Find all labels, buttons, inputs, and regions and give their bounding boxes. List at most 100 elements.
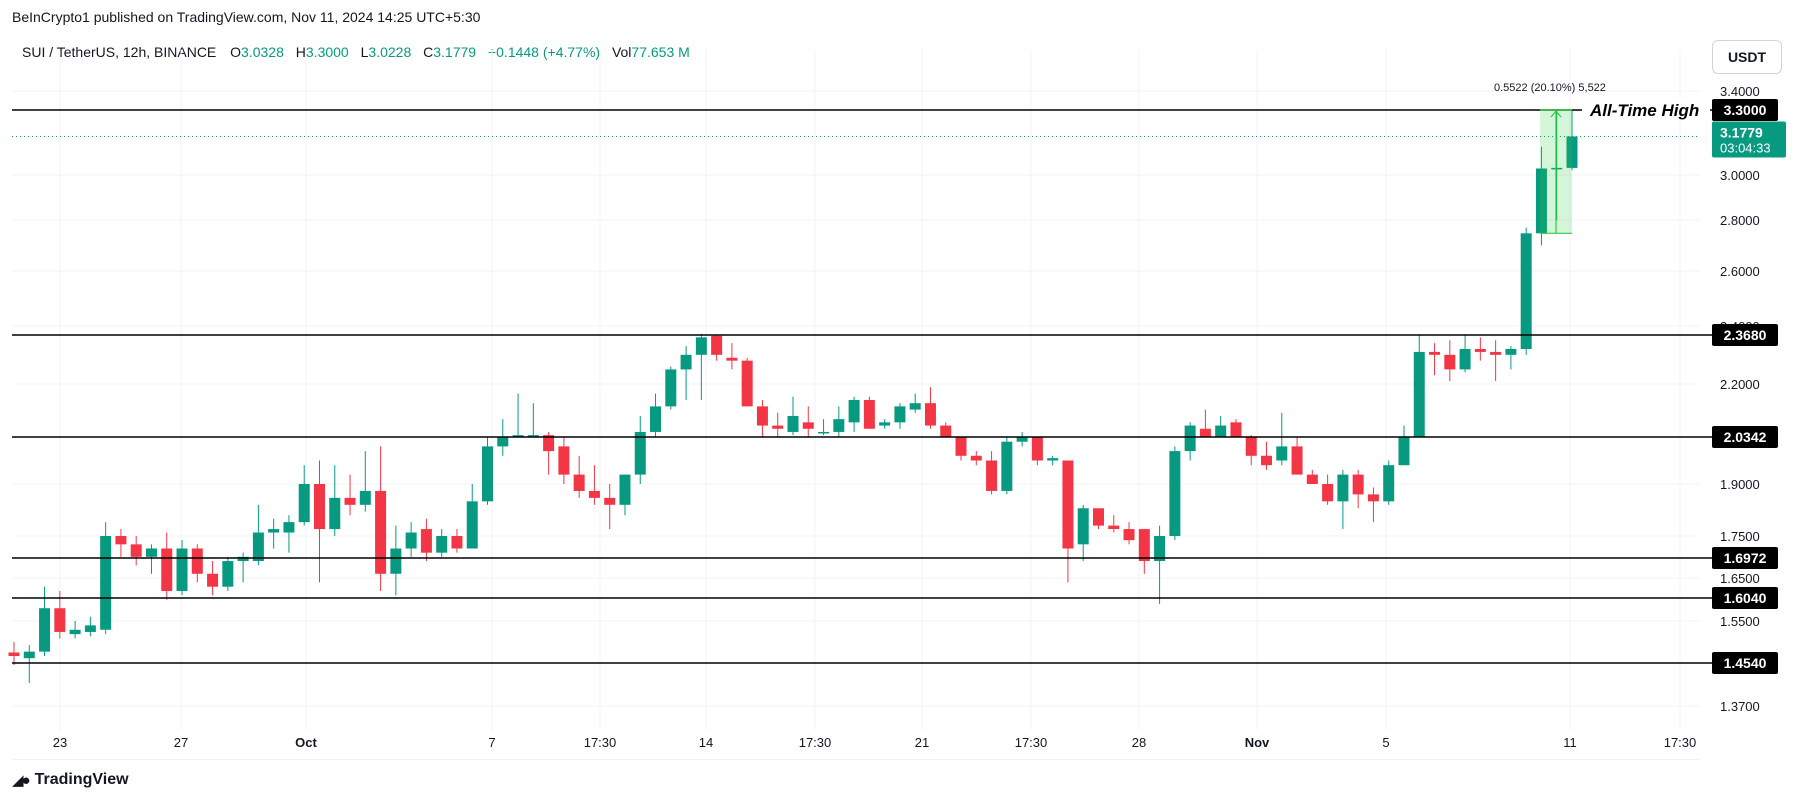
candle-body <box>909 403 921 410</box>
candle-body <box>1199 428 1211 437</box>
level-price-tag <box>1712 547 1778 569</box>
candle-body <box>1306 474 1318 484</box>
candle-body <box>268 529 280 533</box>
candle-body <box>1169 451 1181 536</box>
candle-body <box>986 460 998 491</box>
candle <box>1016 431 1028 447</box>
candle <box>1169 446 1181 541</box>
last-price-countdown: 03:04:33 <box>1720 140 1771 155</box>
x-tick-label: Oct <box>295 735 317 750</box>
candle <box>711 334 723 361</box>
y-tick-label: 1.9000 <box>1720 477 1760 492</box>
candle <box>100 522 112 635</box>
candle-body <box>848 399 860 423</box>
x-tick-label: 11 <box>1563 735 1577 750</box>
candle <box>848 396 860 432</box>
candle-body <box>191 548 203 574</box>
candle-body <box>482 446 494 502</box>
candle <box>741 357 753 407</box>
candle-body <box>894 406 906 423</box>
last-price-tag <box>1712 121 1786 158</box>
candle-body <box>1016 437 1028 442</box>
candle-body <box>420 529 432 553</box>
y-tick-label: 1.6500 <box>1720 571 1760 586</box>
low-value: 3.0228 <box>368 44 412 60</box>
candle-body <box>741 360 753 407</box>
candle <box>1291 437 1303 475</box>
candle <box>1535 146 1547 246</box>
level-price-tag <box>1712 324 1778 346</box>
candle <box>1566 110 1578 171</box>
candle-body <box>298 484 310 523</box>
candle <box>161 532 173 600</box>
candle <box>894 403 906 429</box>
candle <box>115 529 127 557</box>
candle-body <box>8 652 20 656</box>
candle <box>1276 412 1288 466</box>
candle-body <box>375 490 387 574</box>
candle <box>23 645 35 683</box>
candle <box>650 393 662 437</box>
candle <box>833 406 845 437</box>
symbol-name[interactable]: SUI / TetherUS, 12h, BINANCE <box>22 44 217 60</box>
x-tick-label: 28 <box>1132 735 1146 750</box>
x-tick-label: 14 <box>699 735 713 750</box>
candle <box>436 529 448 557</box>
candle <box>909 393 921 413</box>
open-label: O <box>230 44 242 60</box>
candle-body <box>680 354 692 370</box>
currency-button[interactable]: USDT <box>1712 40 1782 74</box>
candle-body <box>237 556 249 562</box>
candle <box>695 333 707 400</box>
candle <box>879 419 891 429</box>
candle-body <box>787 415 799 432</box>
candle <box>1154 525 1166 604</box>
candle <box>726 343 738 370</box>
candles-layer <box>8 110 1578 683</box>
footer-brand: TradingView <box>34 771 129 788</box>
candle <box>772 412 784 437</box>
candle <box>1337 469 1349 530</box>
close-label: C <box>423 44 434 60</box>
candle <box>482 437 494 505</box>
candle-body <box>1077 508 1089 545</box>
measure-label: 0.5522 (20.10%) 5,522 <box>1494 82 1606 94</box>
axis-overlays: 3.3000 2.3680 2.0342 1.6972 1.6040 1.4540 3.17… <box>1712 99 1786 674</box>
price-chart[interactable]: All-Time High 0.5522 (20.10%) 5,522 3.40… <box>0 0 1804 760</box>
candle <box>252 504 264 566</box>
candle <box>207 561 219 596</box>
candle <box>405 522 417 557</box>
candle <box>283 515 295 553</box>
candle <box>8 642 20 666</box>
candle <box>359 451 371 512</box>
x-tick-label: 5 <box>1382 735 1389 750</box>
candle-body <box>711 335 723 355</box>
candle-body <box>207 573 219 587</box>
candle-body <box>69 629 81 635</box>
candle-body <box>1383 465 1395 502</box>
candle-body <box>955 437 967 456</box>
candle <box>756 399 768 437</box>
candle-body <box>833 419 845 432</box>
candle-body <box>924 403 936 426</box>
candle <box>924 387 936 429</box>
candle-body <box>23 651 35 659</box>
candle-body <box>39 608 51 652</box>
candle <box>1077 504 1089 562</box>
candle-body <box>1123 529 1135 541</box>
candle-body <box>756 406 768 426</box>
change-value: +0.1448 (+4.77%) <box>487 44 601 60</box>
y-tick-label: 2.6000 <box>1720 264 1760 279</box>
candle <box>680 346 692 400</box>
candle <box>1047 455 1059 466</box>
candle-body <box>1245 437 1257 456</box>
candle <box>787 396 799 436</box>
candle <box>84 616 96 637</box>
tradingview-footer[interactable]: ◢● TradingView <box>12 771 129 789</box>
candle <box>451 529 463 553</box>
x-tick-label: 17:30 <box>584 735 617 750</box>
candle-body <box>54 608 66 632</box>
measure-arrow-icon <box>1550 110 1562 118</box>
candle <box>145 544 157 574</box>
candle <box>619 474 631 516</box>
